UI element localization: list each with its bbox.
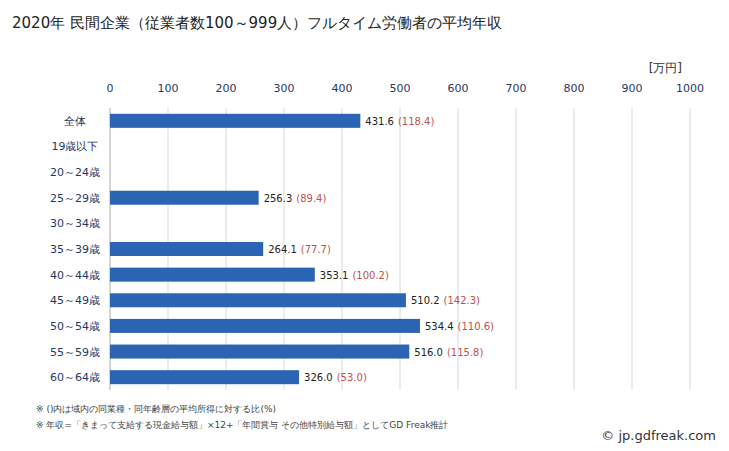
tick-label: 1000 (676, 82, 704, 95)
grid-line (632, 108, 633, 390)
grid-line (690, 108, 691, 390)
chart: 2020年 民間企業（従業者数100～999人）フルタイム労働者の平均年収 [万円… (0, 0, 729, 451)
bar (110, 370, 299, 384)
bar (110, 345, 409, 359)
category-label: 40～44歳 (50, 269, 100, 282)
note: ※ 年収=「きまって支給する現金給与額」×12+「年間賞与 その他特別給与額」と… (36, 420, 448, 430)
bar (110, 114, 360, 128)
data-label: 534.4 (425, 321, 454, 332)
ratio-label: (110.6) (458, 321, 495, 332)
tick-label: 300 (274, 82, 295, 95)
unit-label: [万円] (649, 61, 682, 75)
tick-label: 600 (448, 82, 469, 95)
ratio-label: (53.0) (337, 372, 367, 383)
ratio-label: (77.7) (301, 244, 331, 255)
ratio-label: (118.4) (398, 116, 435, 127)
category-label: 50～54歳 (50, 320, 100, 333)
bars (110, 114, 420, 384)
source: © jp.gdfreak.com (601, 428, 716, 443)
data-label: 431.6 (365, 116, 394, 127)
bar (110, 293, 406, 307)
tick-label: 500 (390, 82, 411, 95)
ratio-label: (115.8) (447, 347, 484, 358)
ratio-label: (100.2) (352, 270, 389, 281)
category-label: 55～59歳 (50, 346, 100, 359)
grid-line (574, 108, 575, 390)
category-label: 全体 (64, 115, 86, 128)
tick-label: 900 (622, 82, 643, 95)
category-label: 45～49歳 (50, 294, 100, 307)
tick-label: 200 (216, 82, 237, 95)
data-label: 516.0 (414, 347, 443, 358)
category-label: 35～39歳 (50, 243, 100, 256)
category-label: 20～24歳 (50, 166, 100, 179)
tick-label: 800 (564, 82, 585, 95)
category-label: 60～64歳 (50, 371, 100, 384)
tick-label: 400 (332, 82, 353, 95)
title: 2020年 民間企業（従業者数100～999人）フルタイム労働者の平均年収 (12, 14, 502, 32)
bar (110, 319, 420, 333)
note: ※ ()内は域内の同業種・同年齢層の平均所得に対する比(%) (36, 404, 276, 414)
data-label: 256.3 (264, 193, 293, 204)
data-label: 264.1 (268, 244, 297, 255)
category-label: 19歳以下 (52, 140, 99, 153)
bar (110, 268, 315, 282)
data-label: 510.2 (411, 295, 440, 306)
data-label: 326.0 (304, 372, 333, 383)
bar (110, 191, 259, 205)
grid-line (516, 108, 517, 390)
category-label: 30～34歳 (50, 217, 100, 230)
data-label: 353.1 (320, 270, 349, 281)
ratio-label: (89.4) (296, 193, 326, 204)
category-label: 25～29歳 (50, 192, 100, 205)
bar (110, 242, 263, 256)
tick-label: 100 (158, 82, 179, 95)
tick-label: 700 (506, 82, 527, 95)
ratio-label: (142.3) (444, 295, 481, 306)
tick-label: 0 (107, 82, 114, 95)
